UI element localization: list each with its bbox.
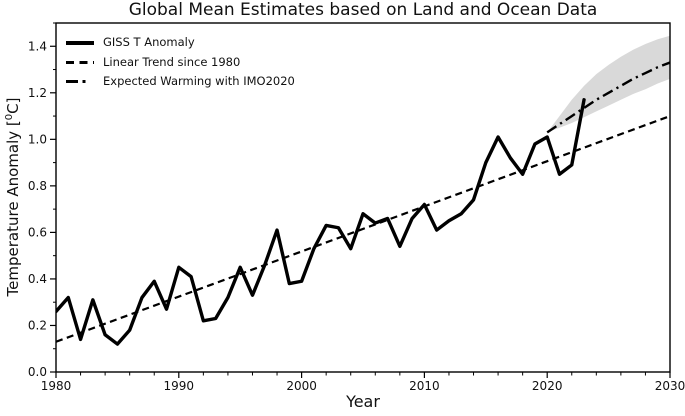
x-tick-label: 2010: [409, 379, 440, 393]
y-axis-label: Temperature Anomaly [0C]: [4, 97, 22, 297]
x-tick-label: 2020: [532, 379, 563, 393]
legend-label: Linear Trend since 1980: [103, 54, 241, 69]
y-tick-label: 0.6: [28, 225, 47, 239]
uncertainty-band: [547, 35, 670, 133]
y-tick-label: 0.8: [28, 179, 47, 193]
dashed-line-icon: [66, 60, 94, 64]
axes-box: [55, 22, 671, 373]
y-tick-label: 1.0: [28, 132, 47, 146]
y-tick-label: 0.0: [28, 365, 47, 379]
giss-anomaly-line: [56, 98, 586, 346]
legend-label: Expected Warming with IMO2020: [103, 74, 295, 88]
x-axis-ticks: 1980 1990 2000 2010 2020 2030: [41, 372, 685, 393]
data-layer: [56, 35, 670, 346]
trend-line: [56, 115, 670, 343]
solid-line-icon: [66, 40, 94, 45]
y-tick-label: 1.4: [28, 39, 47, 53]
legend-item-imo2020: Expected Warming with IMO2020: [66, 72, 295, 92]
x-axis-label: Year: [346, 392, 380, 411]
x-tick-label: 2000: [286, 379, 317, 393]
legend-item-giss: GISS T Anomaly: [66, 33, 295, 53]
x-tick-label: 1980: [41, 379, 72, 393]
legend-label: GISS T Anomaly: [103, 35, 195, 49]
y-tick-label: 1.2: [28, 86, 47, 100]
y-tick-label: 0.2: [28, 318, 47, 332]
legend-item-trend: Linear Trend since 1980: [66, 53, 295, 73]
x-tick-label: 1990: [164, 379, 195, 393]
y-tick-label: 0.4: [28, 272, 47, 286]
projection-line: [546, 61, 670, 134]
dashdot-line-icon: [66, 80, 94, 84]
x-tick-label: 2030: [655, 379, 685, 393]
legend: GISS T Anomaly Linear Trend since 1980 E…: [66, 33, 295, 92]
y-axis-ticks: 0.0 0.2 0.4 0.6 0.8 1.0 1.2 1.4: [28, 22, 56, 379]
chart-title: Global Mean Estimates based on Land and …: [128, 0, 598, 20]
